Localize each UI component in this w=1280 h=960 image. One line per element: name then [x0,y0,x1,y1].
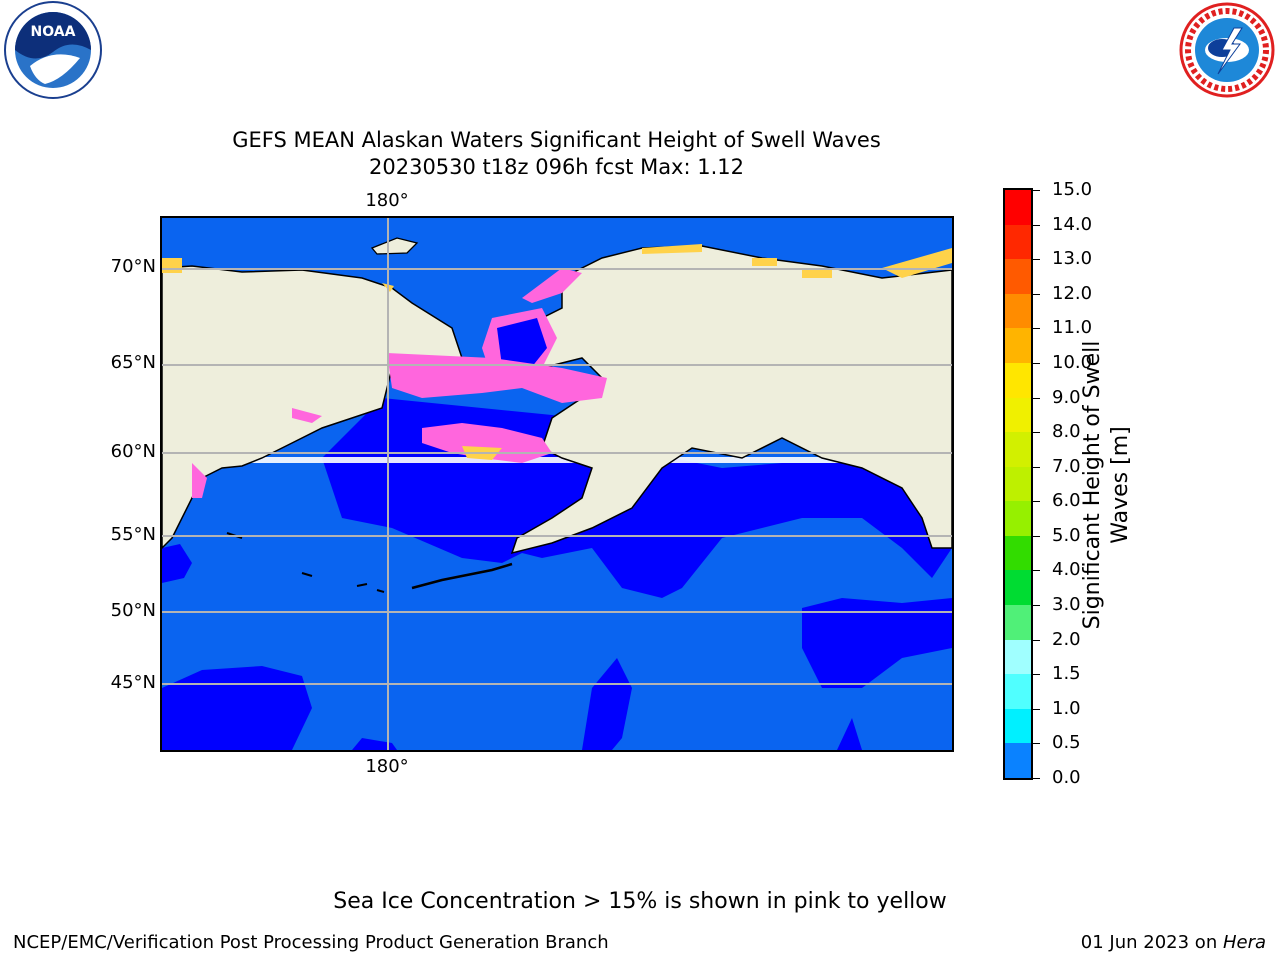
colorbar-segment [1005,362,1031,399]
colorbar-tick-label: 1.0 [1052,697,1081,719]
colorbar-segment [1005,432,1031,468]
colorbar-tick-label: 5.0 [1052,524,1081,546]
colorbar [1003,188,1033,780]
chart-subtitle: 20230530 t18z 096h fcst Max: 1.12 [369,155,744,179]
colorbar-tick-mark [1033,466,1040,468]
colorbar-tick-mark [1033,708,1040,710]
chart-title: GEFS MEAN Alaskan Waters Significant Hei… [232,128,881,152]
colorbar-tick-label: 12.0 [1052,282,1093,304]
colorbar-segment [1005,466,1031,502]
colorbar-segment [1005,190,1031,226]
colorbar-segment [1005,328,1031,364]
low-swell-region-sw [162,544,192,583]
colorbar-tick-label: 1.5 [1052,663,1081,685]
colorbar-tick-mark [1033,224,1040,226]
colorbar-segment [1005,605,1031,641]
lon-label-bottom: 180° [365,756,409,777]
footer-date-text: 01 Jun 2023 on [1080,932,1223,953]
colorbar-tick-label: 15.0 [1052,179,1093,200]
colorbar-tick-label: 9.0 [1052,386,1081,408]
colorbar-tick-label: 2.0 [1052,628,1081,650]
low-swell-region-se [837,718,862,750]
colorbar-tick-label: 0.5 [1052,732,1081,754]
low-swell-region-south-small [352,738,397,750]
colorbar-segment [1005,743,1031,779]
colorbar-tick-mark [1033,362,1040,364]
colorbar-tick-label: 7.0 [1052,455,1081,477]
colorbar-tick-mark [1033,190,1040,191]
colorbar-tick-label: 3.0 [1052,594,1081,616]
colorbar-tick-mark [1033,778,1040,779]
footer-host: Hera [1222,932,1266,953]
colorbar-segment [1005,293,1031,329]
lon-label-top: 180° [365,190,409,211]
lat-label-50n: 50°N [110,600,156,621]
colorbar-tick-mark [1033,328,1040,330]
colorbar-tick-mark [1033,432,1040,434]
colorbar-tick-mark [1033,397,1040,399]
colorbar-tick-mark [1033,535,1040,537]
sea-ice-note: Sea Ice Concentration > 15% is shown in … [333,889,947,914]
nws-logo [1170,0,1280,110]
colorbar-tick-label: 4.0 [1052,559,1081,581]
footer-credit: NCEP/EMC/Verification Post Processing Pr… [13,932,609,953]
colorbar-tick-label: 13.0 [1052,248,1093,270]
colorbar-segment [1005,708,1031,744]
colorbar-segment [1005,259,1031,295]
colorbar-tick-mark [1033,570,1040,572]
colorbar-segment [1005,639,1031,675]
colorbar-tick-mark [1033,639,1040,641]
low-swell-region-east [802,598,952,688]
land-wrangel-island [370,237,419,255]
colorbar-tick-label: 6.0 [1052,490,1081,512]
graticule [162,218,952,750]
colorbar-tick-mark [1033,259,1040,261]
lat-label-45n: 45°N [110,672,156,693]
colorbar-tick-mark [1033,674,1040,676]
colorbar-segment [1005,224,1031,260]
colorbar-tick-mark [1033,605,1040,607]
colorbar-segment [1005,674,1031,710]
colorbar-tick-label: 14.0 [1052,213,1093,235]
colorbar-tick-mark [1033,501,1040,503]
colorbar-tick-label: 8.0 [1052,421,1081,443]
colorbar-segment [1005,535,1031,571]
low-swell-region-south [582,658,632,750]
colorbar-title: Significant Height of Swell Waves [m] [1080,340,1133,630]
map-svg [162,218,952,750]
aleutian-islands [411,562,513,590]
lat-label-65n: 65°N [110,352,156,373]
lat-label-55n: 55°N [110,524,156,545]
colorbar-tick-mark [1033,743,1040,745]
map-panel [160,216,954,752]
noaa-logo: NOAA [0,0,110,110]
colorbar-tick-label: 10.0 [1052,351,1093,373]
colorbar-segment [1005,501,1031,537]
lat-label-70n: 70°N [110,256,156,277]
footer-date: 01 Jun 2023 on Hera [1081,932,1266,953]
colorbar-tick-mark [1033,293,1040,295]
low-swell-region-west [162,666,312,750]
colorbar-segment [1005,570,1031,606]
colorbar-segment [1005,397,1031,433]
noaa-text: NOAA [31,24,76,40]
colorbar-tick-label: 11.0 [1052,317,1093,339]
colorbar-tick-label: 0.0 [1052,767,1081,788]
lat-label-60n: 60°N [110,441,156,462]
